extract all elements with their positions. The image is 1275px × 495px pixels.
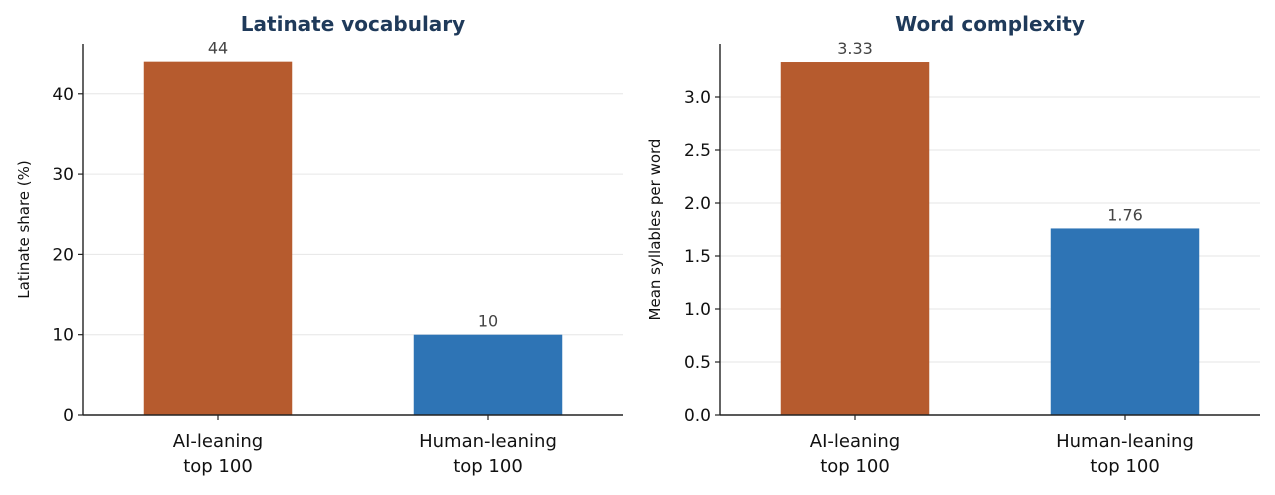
y-tick-label: 1.5 bbox=[684, 247, 711, 267]
chart-title: Word complexity bbox=[895, 12, 1085, 36]
y-tick-label: 30 bbox=[52, 165, 74, 185]
y-tick-label: 1.0 bbox=[684, 300, 711, 320]
chart-title: Latinate vocabulary bbox=[241, 12, 465, 36]
x-tick-label-2: Human-leaning top 100 bbox=[1056, 431, 1194, 477]
value-label-2: 1.76 bbox=[1107, 205, 1143, 224]
y-tick-label: 0.5 bbox=[684, 353, 711, 373]
value-label-2: 10 bbox=[478, 312, 498, 331]
y-tick-label: 3.0 bbox=[684, 88, 711, 108]
y-axis-label: Latinate share (%) bbox=[15, 160, 33, 298]
category-line: Human-leaning bbox=[1056, 431, 1194, 452]
y-tick-label: 2.5 bbox=[684, 141, 711, 161]
bar-1 bbox=[143, 61, 293, 416]
y-axis-label: Mean syllables per word bbox=[646, 139, 664, 321]
bar-1 bbox=[780, 62, 930, 416]
bar-2 bbox=[1050, 228, 1200, 415]
category-line: top 100 bbox=[820, 456, 890, 477]
y-tick-label: 10 bbox=[52, 326, 74, 346]
bar-2 bbox=[413, 334, 563, 415]
x-tick-label-1: AI-leaning top 100 bbox=[810, 431, 900, 477]
category-line: top 100 bbox=[183, 456, 253, 477]
y-tick-label: 0 bbox=[63, 406, 74, 426]
y-tick-label: 20 bbox=[52, 245, 74, 265]
category-line: Human-leaning bbox=[419, 431, 557, 452]
x-tick-label-2: Human-leaning top 100 bbox=[419, 431, 557, 477]
y-tick-label: 40 bbox=[52, 85, 74, 105]
chart-panel-1: Latinate vocabulary 0 10 20 30 40 Latinate sha… bbox=[15, 12, 623, 477]
y-tick-label: 0.0 bbox=[684, 406, 711, 426]
category-line: AI-leaning bbox=[173, 431, 263, 452]
category-line: top 100 bbox=[1090, 456, 1160, 477]
chart-panel-2: Word complexity 0.0 0.5 1.0 1.5 2.0 2.5 3.0 Mean… bbox=[646, 12, 1260, 477]
y-tick-label: 2.0 bbox=[684, 194, 711, 214]
value-label-1: 3.33 bbox=[837, 39, 873, 58]
category-line: top 100 bbox=[453, 456, 523, 477]
x-tick-label-1: AI-leaning top 100 bbox=[173, 431, 263, 477]
category-line: AI-leaning bbox=[810, 431, 900, 452]
value-label-1: 44 bbox=[208, 39, 228, 58]
